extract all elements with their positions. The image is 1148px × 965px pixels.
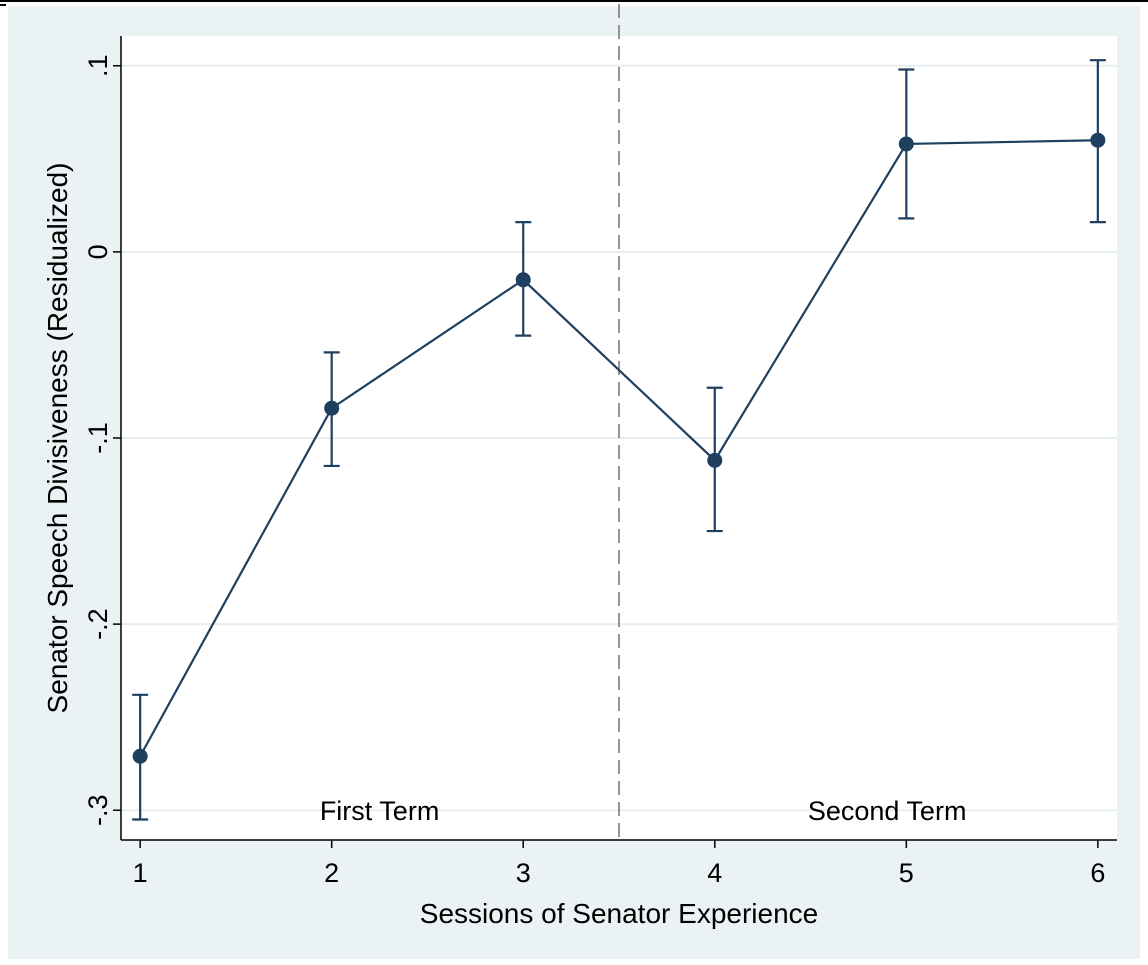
- y-tick-label: .1: [83, 55, 113, 78]
- data-point: [132, 748, 148, 764]
- x-tick-label: 6: [1090, 858, 1105, 888]
- y-axis-ticks: -.3 -.2 -.1 0 .1: [83, 55, 121, 826]
- y-tick-label: -.1: [83, 422, 113, 454]
- y-axis-label: Senator Speech Divisiveness (Residualize…: [42, 163, 73, 714]
- grid-lines: [121, 64, 1117, 812]
- y-tick-label: -.3: [83, 794, 113, 826]
- data-point: [515, 272, 531, 288]
- data-point: [1090, 132, 1106, 148]
- series-line: [139, 139, 1098, 757]
- top-border: [0, 0, 1148, 2]
- x-tick-label: 4: [707, 858, 722, 888]
- data-points: [132, 132, 1106, 764]
- y-tick-label: 0: [83, 244, 113, 259]
- data-point: [324, 400, 340, 416]
- top-left-mark: [0, 4, 6, 6]
- x-tick-label: 1: [133, 858, 148, 888]
- x-axis-label: Sessions of Senator Experience: [420, 898, 818, 929]
- data-point: [707, 452, 723, 468]
- x-tick-label: 5: [899, 858, 914, 888]
- x-tick-label: 3: [516, 858, 531, 888]
- term-annotation: First Term: [320, 796, 440, 826]
- x-axis-ticks: 1 2 3 4 5 6: [133, 840, 1105, 888]
- data-point: [898, 136, 914, 152]
- term-annotation: Second Term: [808, 796, 967, 826]
- y-tick-label: -.2: [83, 608, 113, 640]
- x-tick-label: 2: [324, 858, 339, 888]
- annotations: First Term Second Term: [320, 796, 967, 826]
